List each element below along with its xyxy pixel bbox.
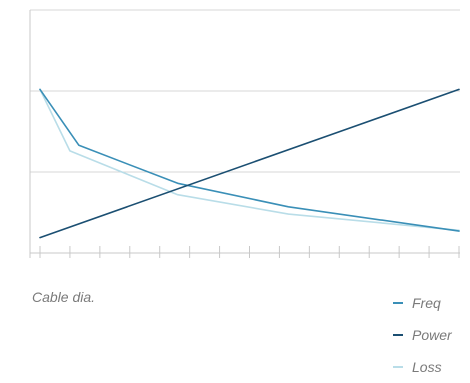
legend: Freq Power Loss — [393, 287, 452, 383]
legend-swatch-power — [393, 334, 403, 336]
series-line-loss — [39, 88, 460, 232]
legend-item-freq: Freq — [393, 287, 452, 319]
legend-item-loss: Loss — [393, 351, 452, 383]
series-line-power — [39, 88, 460, 239]
legend-label-freq: Freq — [412, 295, 441, 311]
legend-swatch-freq — [393, 302, 403, 304]
x-axis-label: Cable dia. — [32, 289, 96, 305]
series-line-freq — [39, 88, 460, 232]
chart-container: Cable dia. Freq Power Loss — [29, 9, 460, 375]
legend-swatch-loss — [393, 366, 403, 368]
legend-label-power: Power — [412, 327, 452, 343]
legend-item-power: Power — [393, 319, 452, 351]
line-chart — [29, 9, 460, 258]
legend-label-loss: Loss — [412, 359, 442, 375]
